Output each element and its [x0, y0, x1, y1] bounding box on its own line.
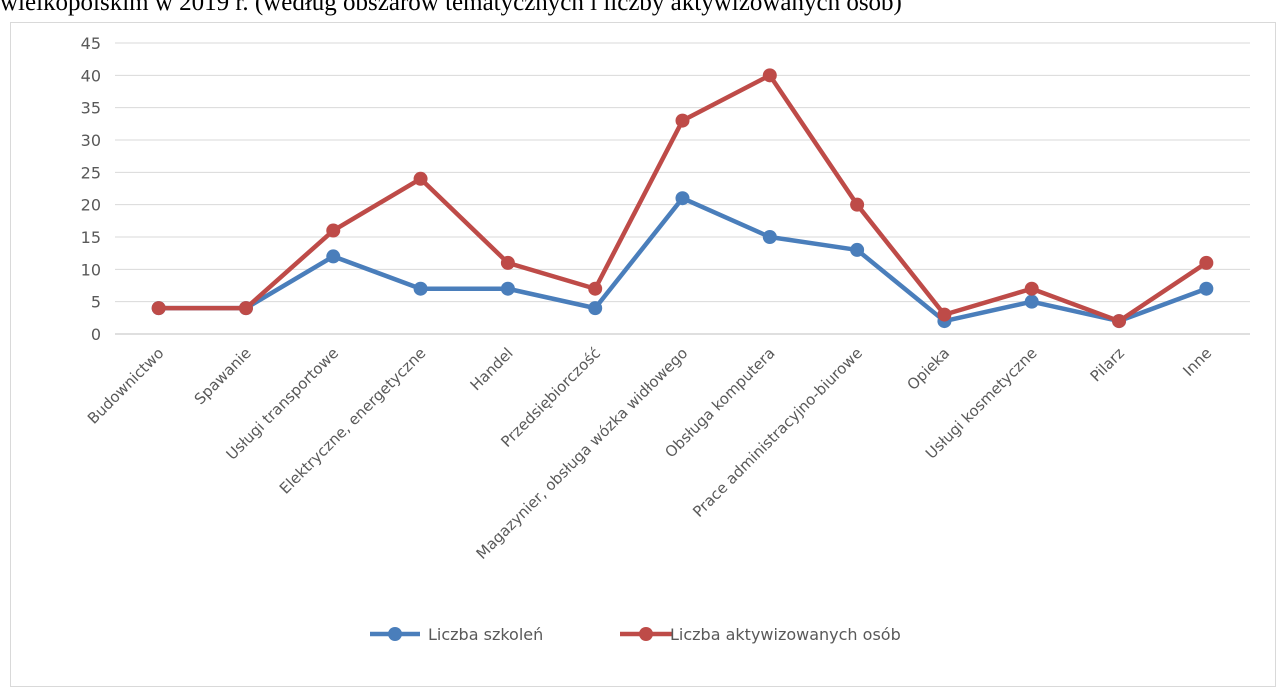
x-tick-label: Spawanie: [191, 344, 255, 408]
y-tick-label: 40: [81, 66, 101, 85]
x-tick-label: Inne: [1179, 344, 1215, 380]
legend-marker-1: [388, 627, 402, 641]
series-1-point: [413, 281, 428, 296]
x-tick-label: Handel: [467, 344, 517, 394]
series-2-point: [238, 301, 253, 316]
series-2-point: [588, 281, 603, 296]
y-tick-label: 25: [81, 163, 101, 182]
series-1-point: [1199, 281, 1214, 296]
series-2-point: [675, 113, 690, 128]
y-tick-label: 30: [81, 131, 101, 150]
series-2-point: [151, 301, 166, 316]
series-2-point: [326, 223, 341, 238]
legend-label-1: Liczba szkoleń: [428, 625, 543, 644]
series-1-point: [675, 191, 690, 206]
chart-frame: [10, 22, 1276, 687]
legend-label-2: Liczba aktywizowanych osób: [670, 625, 901, 644]
y-axis-ticks: 0 5 10 15 20 25 30 35 40 45: [81, 34, 101, 344]
y-tick-label: 5: [91, 293, 101, 312]
grid-lines: [115, 42, 1250, 335]
series-1-point: [326, 249, 341, 264]
series-1-point: [762, 230, 777, 244]
series-2-point: [413, 171, 428, 186]
series-1-point: [500, 281, 515, 296]
series-2-point: [937, 307, 952, 322]
x-tick-label: Budownictwo: [84, 344, 167, 427]
y-tick-label: 0: [91, 325, 101, 344]
series-2-point: [1199, 255, 1214, 270]
x-tick-label: Prace administracyjno-biurowe: [689, 344, 866, 521]
y-tick-label: 45: [81, 34, 101, 53]
series-2-point: [850, 197, 865, 212]
series-2-point: [762, 68, 777, 83]
y-tick-label: 35: [81, 99, 101, 118]
x-tick-label: Elektryczne, energetyczne: [276, 344, 430, 498]
y-tick-label: 10: [81, 260, 101, 279]
series-2-point: [1024, 281, 1039, 296]
series-group: [151, 68, 1214, 329]
x-tick-label: Pilarz: [1087, 344, 1128, 385]
legend-marker-2: [639, 627, 653, 641]
series-2-point: [500, 255, 515, 270]
series-2-point: [1112, 314, 1127, 329]
series-1-point: [1024, 294, 1039, 309]
series-1-point: [588, 301, 603, 316]
x-tick-label: Opieka: [904, 344, 954, 394]
y-tick-label: 20: [81, 196, 101, 215]
series-line-1: [156, 195, 1209, 324]
chart-caption: wielkopolskim w 2019 r. (według obszarów…: [0, 0, 902, 16]
y-tick-label: 15: [81, 228, 101, 247]
legend: Liczba szkoleń Liczba aktywizowanych osób: [370, 625, 901, 644]
series-1-point: [850, 242, 865, 257]
